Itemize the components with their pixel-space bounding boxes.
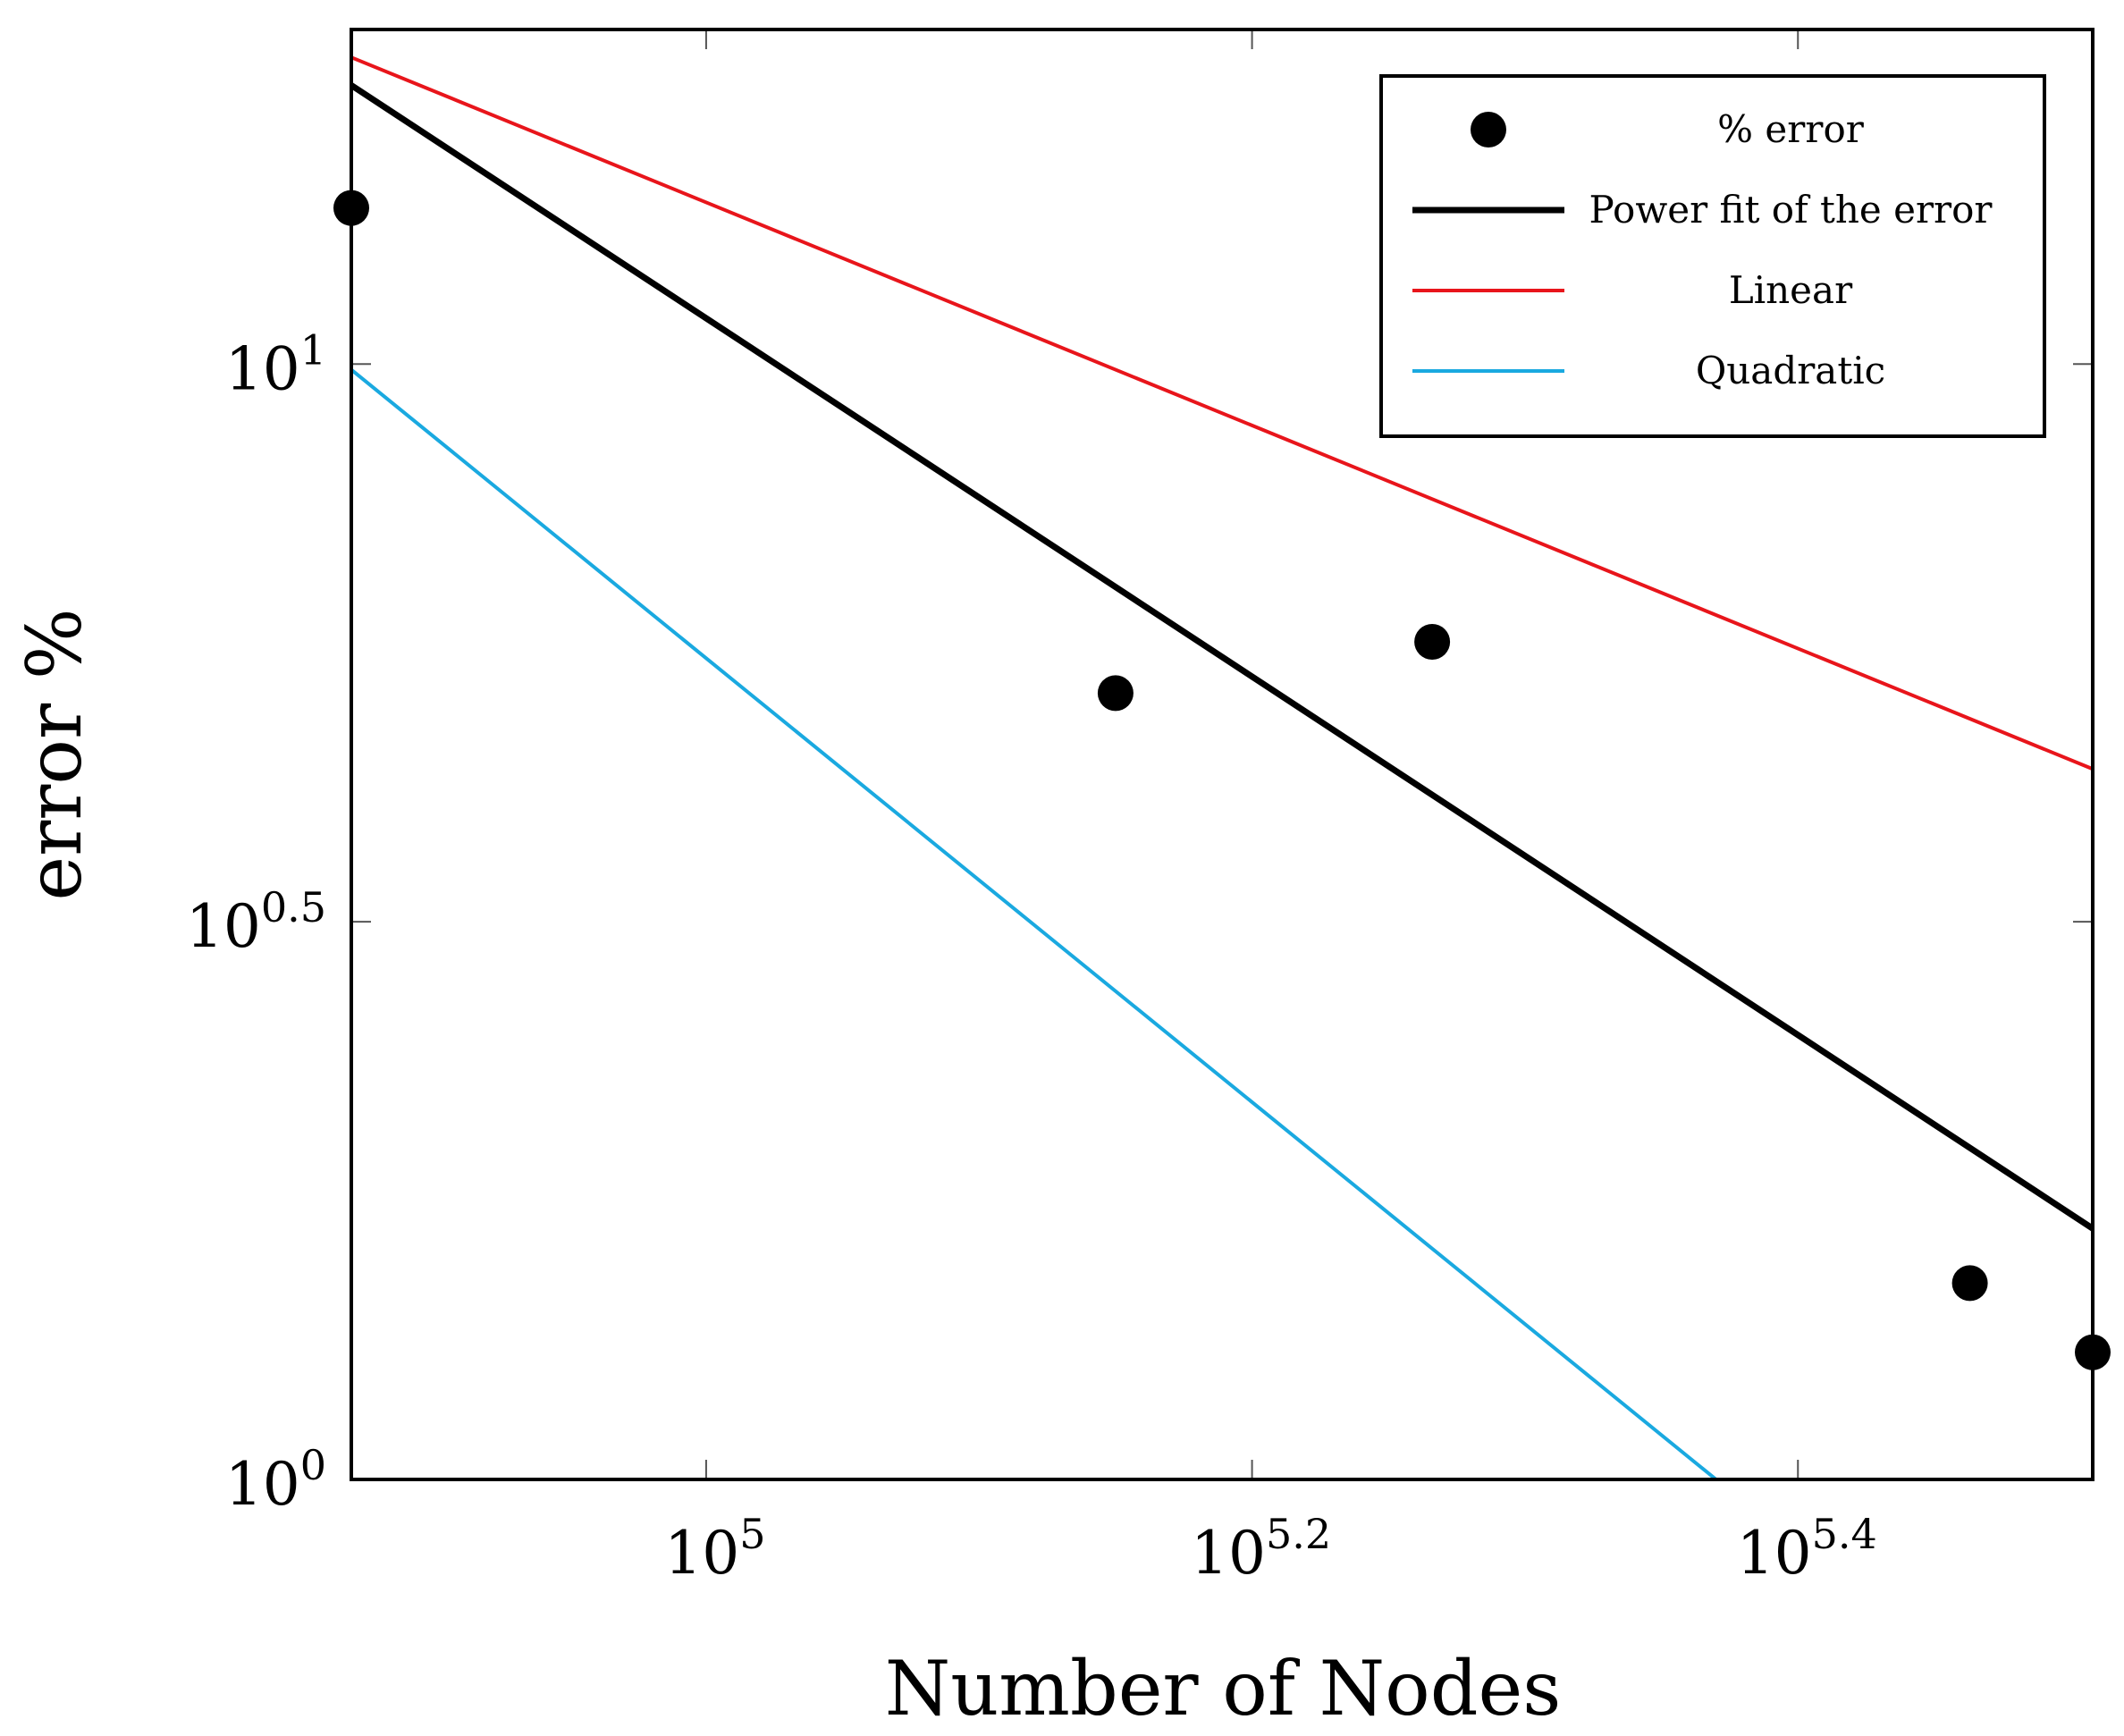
- x-axis-title: Number of Nodes: [885, 1645, 1562, 1732]
- data-point-2: [1414, 623, 1451, 660]
- x-tick-label-2-base: 10: [1737, 1519, 1812, 1588]
- y-tick-label-0-exponent: 0: [300, 1441, 326, 1489]
- y-tick-label-2-base: 10: [225, 334, 300, 403]
- plot-frame: [350, 28, 2094, 1481]
- legend: % error Power fit of the error Linear Quadr…: [1379, 74, 2046, 438]
- x-tick-label-1-base: 10: [1191, 1519, 1266, 1588]
- x-tick-label-0-exponent: 5: [739, 1510, 765, 1558]
- legend-label-2: Linear: [1729, 268, 1853, 312]
- y-axis-title: error %: [11, 608, 98, 900]
- y-tick-label-1-exponent: 0.5: [261, 883, 326, 931]
- x-tick-label-2-exponent: 5.4: [1812, 1510, 1877, 1558]
- legend-entries: % error Power fit of the error Linear Quadr…: [1412, 107, 1993, 392]
- y-tick-label-2: 101: [225, 325, 326, 403]
- axis-ticks: [351, 29, 2093, 1480]
- legend-label-0: % error: [1717, 107, 1865, 151]
- y-tick-label-0: 100: [225, 1441, 326, 1519]
- x-tick-label-0-base: 10: [664, 1519, 739, 1588]
- legend-label-1: Power fit of the error: [1589, 188, 1993, 232]
- y-tick-label-1: 100.5: [186, 883, 326, 961]
- y-tick-label-0-base: 10: [225, 1450, 300, 1519]
- series-lines: [350, 55, 2094, 1481]
- x-tick-label-1-exponent: 5.2: [1266, 1510, 1331, 1558]
- y-tick-label-1-base: 10: [186, 892, 261, 961]
- x-tick-label-0: 105: [664, 1510, 765, 1588]
- y-tick-label-2-exponent: 1: [300, 325, 326, 374]
- x-tick-label-1: 105.2: [1191, 1510, 1331, 1588]
- data-point-1: [1097, 675, 1134, 712]
- series-line-1: [350, 82, 2094, 1232]
- data-point-3: [1951, 1265, 1988, 1302]
- legend-marker-0: [1471, 112, 1506, 147]
- series-line-3: [350, 367, 1717, 1481]
- series-line-2: [350, 55, 2094, 771]
- legend-label-3: Quadratic: [1696, 349, 1885, 392]
- x-tick-label-2: 105.4: [1737, 1510, 1877, 1588]
